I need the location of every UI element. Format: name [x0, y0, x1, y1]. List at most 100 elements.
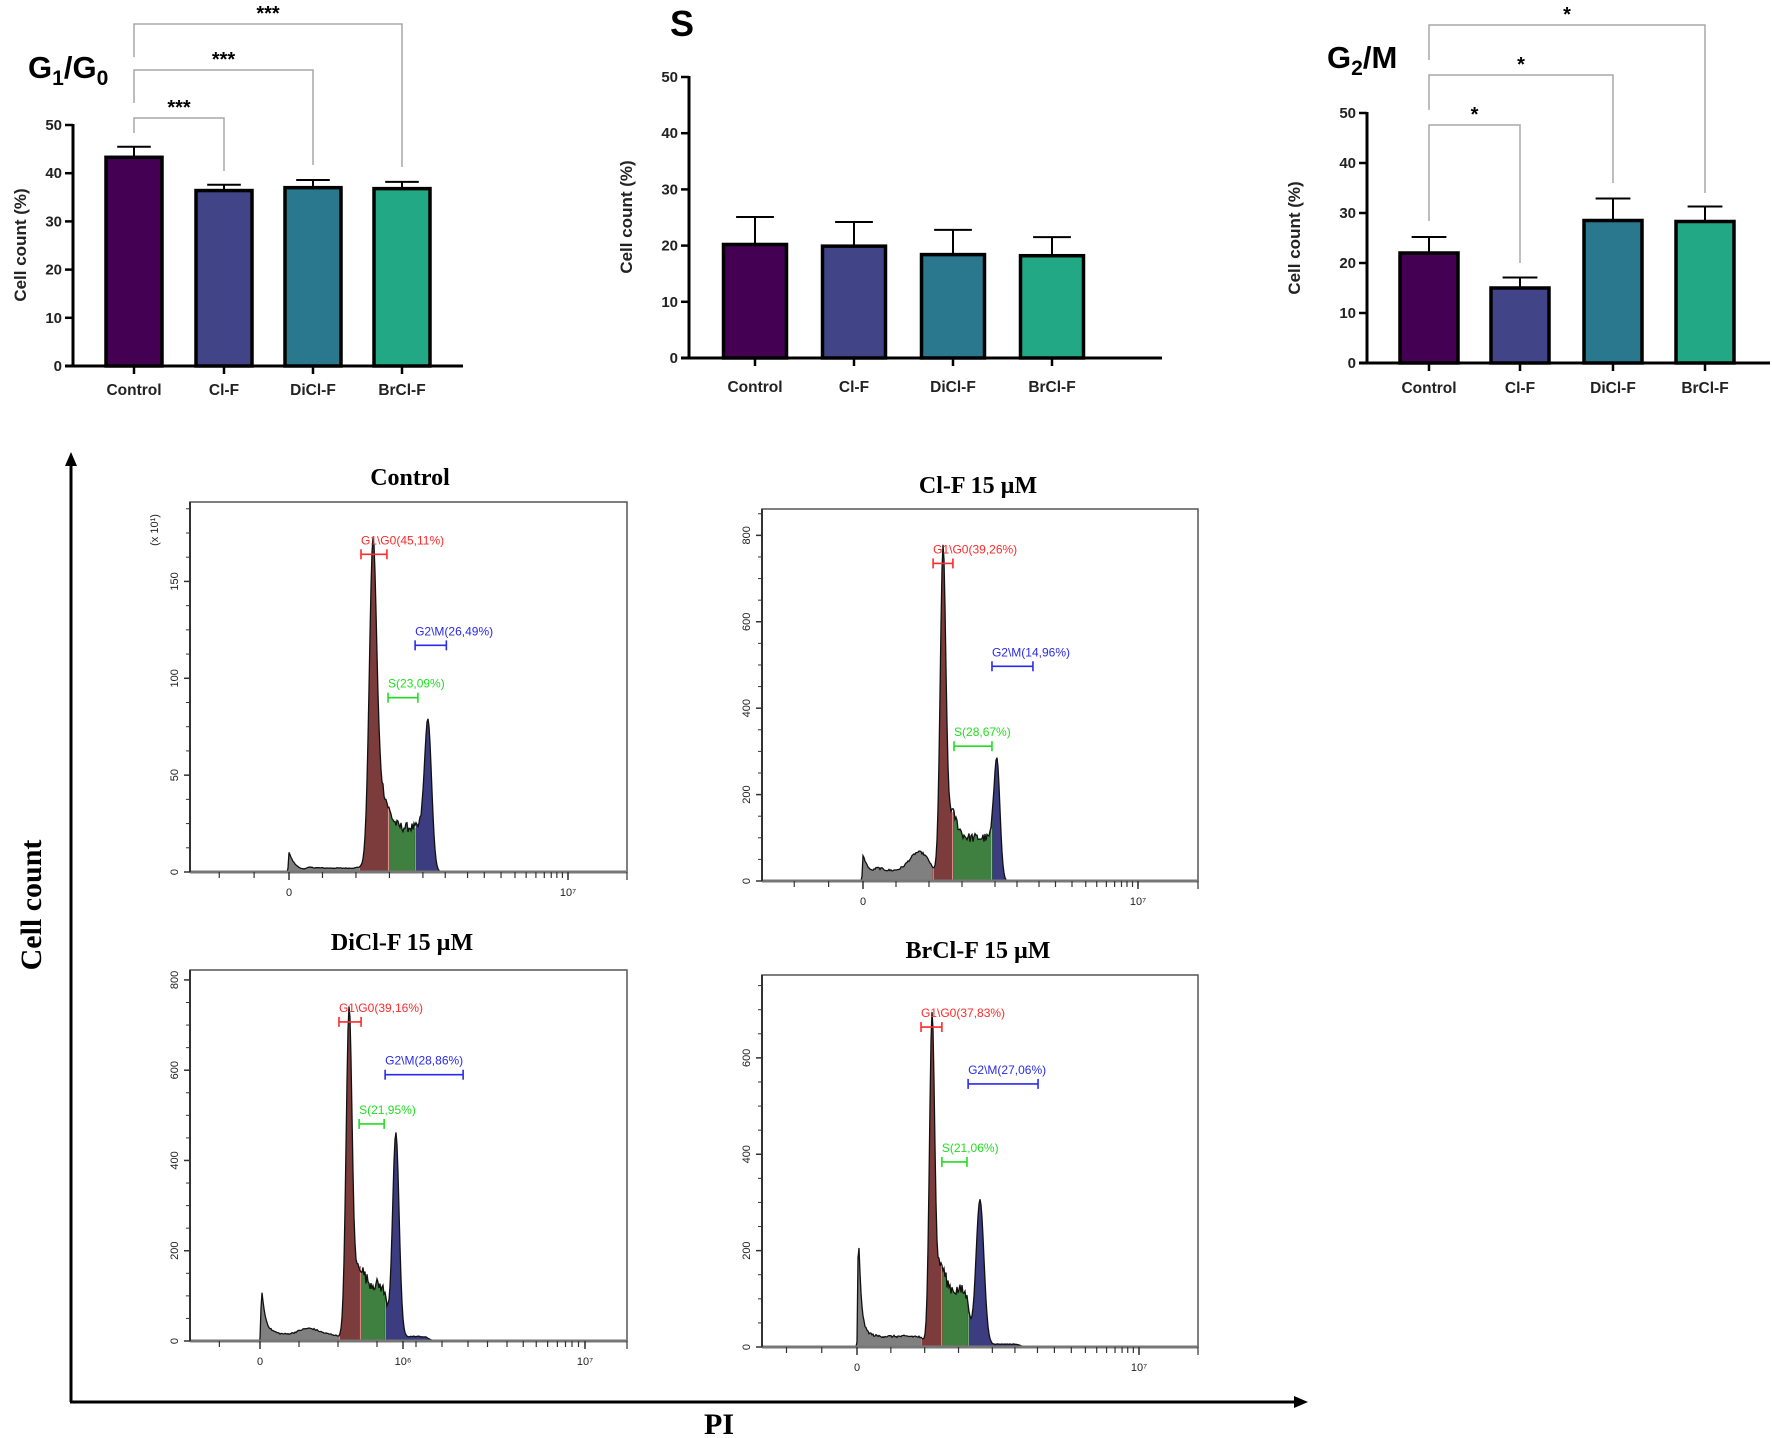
- plot-frame: [761, 508, 1199, 882]
- histogram-title: BrCl-F 15 µM: [906, 938, 1051, 964]
- y-tick-label: 400: [169, 1151, 181, 1169]
- y-axis-label: Cell count (%): [617, 160, 636, 273]
- gate-label: G2\M(14,96%): [992, 645, 1070, 659]
- gate-label: S(23,09%): [388, 677, 445, 691]
- significance-bracket: [133, 117, 225, 171]
- chart-title-part: /M: [1363, 40, 1397, 75]
- y-tick-label: 30: [661, 181, 678, 198]
- y-tick-label: 0: [54, 358, 62, 375]
- outer-x-label: PI: [704, 1408, 734, 1438]
- y-tick-label: 200: [169, 1242, 181, 1260]
- y-axis-label: Cell count (%): [1285, 181, 1304, 294]
- y-tick-label: 40: [45, 165, 62, 182]
- y-tick-label: 200: [741, 1241, 753, 1259]
- bar-control: [1398, 251, 1460, 365]
- x-tick-label: 0: [854, 1362, 860, 1374]
- category-label: Cl-F: [209, 382, 239, 399]
- histogram-title: Cl-F 15 µM: [919, 473, 1037, 499]
- outer-y-arrow-icon: [65, 452, 77, 466]
- category-label: BrCl-F: [1681, 380, 1728, 397]
- region-g2-m: [969, 1199, 1031, 1347]
- category-label: DiCl-F: [1590, 380, 1636, 397]
- y-tick-label: 50: [1339, 105, 1356, 122]
- y-tick-label: 30: [45, 213, 62, 230]
- significance-stars: ***: [212, 49, 236, 71]
- y-tick-label: 400: [741, 699, 753, 717]
- y-tick-label: 0: [670, 350, 678, 367]
- gate-label: S(21,06%): [942, 1141, 999, 1155]
- gate-label: G1\G0(39,26%): [933, 542, 1017, 556]
- y-tick-label: 40: [1339, 155, 1356, 172]
- y-tick-label: 50: [45, 117, 62, 134]
- y-tick-label: 100: [169, 669, 181, 687]
- gate-label: G2\M(28,86%): [385, 1054, 463, 1068]
- category-label: DiCl-F: [930, 379, 976, 396]
- y-tick-label: 50: [661, 69, 678, 86]
- region-g1-g0: [922, 1011, 941, 1347]
- region-s: [953, 808, 991, 881]
- histogram-panel-1: Cl-F 15 µM 0 200 400 600 800 0 10⁷ G1\G0(39,26%)…: [741, 473, 1199, 908]
- chart-title-part: 0: [97, 67, 109, 90]
- y-tick-label: 800: [169, 971, 181, 989]
- y-tick-label: 10: [45, 310, 62, 327]
- y-tick-label: 30: [1339, 205, 1356, 222]
- y-tick-label: 50: [169, 769, 181, 781]
- bar-chart-1: S 0 10 20 30 40 50 Control Cl-F DiCl-F BrCl-F Cell …: [617, 3, 1162, 396]
- category-label: DiCl-F: [290, 382, 336, 399]
- outer-y-label: Cell count: [15, 840, 48, 971]
- plot-frame: [189, 501, 628, 873]
- bar-dicl-f: [283, 185, 343, 368]
- category-label: BrCl-F: [1028, 379, 1075, 396]
- histograms: Control 0 50 100 150 (x 10¹) 0 10⁷ G1\G0(45,11%)…: [149, 465, 1199, 1374]
- gate-label: G1\G0(45,11%): [361, 533, 444, 547]
- bar-cl-f: [194, 188, 254, 368]
- gate-label: G1\G0(37,83%): [921, 1006, 1005, 1020]
- bar-control: [721, 242, 789, 360]
- y-tick-label: 0: [169, 869, 181, 875]
- category-label: BrCl-F: [378, 382, 425, 399]
- region-debris: [763, 851, 933, 881]
- y-axis-label: Cell count (%): [11, 188, 30, 301]
- y-tick-label: 0: [741, 878, 753, 884]
- y-tick-label: 0: [741, 1344, 753, 1350]
- histogram-title: Control: [370, 465, 450, 491]
- bar-cl-f: [820, 244, 888, 360]
- significance-stars: *: [1471, 104, 1479, 126]
- significance-bracket: [1428, 124, 1521, 263]
- significance-stars: ***: [167, 97, 191, 119]
- bar-brcl-f: [1674, 219, 1736, 365]
- x-tick-label: 10⁷: [577, 1356, 593, 1368]
- y-tick-label: 40: [661, 125, 678, 142]
- y-tick-label: 20: [661, 238, 678, 255]
- x-tick-label: 0: [286, 887, 292, 899]
- outer-axes: Cell count PI: [15, 452, 1308, 1438]
- gate-label: S(28,67%): [954, 725, 1011, 739]
- y-tick-label: 600: [169, 1061, 181, 1079]
- chart-title: G1/G0: [28, 50, 108, 90]
- chart-title-part: G: [28, 50, 52, 85]
- bar-brcl-f: [372, 186, 432, 368]
- significance-stars: *: [1517, 54, 1525, 76]
- x-tick-label: 10⁷: [1131, 1362, 1147, 1374]
- y-tick-label: 0: [1348, 355, 1356, 372]
- region-s: [389, 807, 415, 872]
- x-tick-label: 10⁶: [395, 1356, 412, 1368]
- bar-dicl-f: [1582, 218, 1644, 365]
- region-g1-g0: [340, 1006, 360, 1341]
- y-tick-label: 20: [45, 262, 62, 279]
- bar-brcl-f: [1018, 253, 1086, 360]
- histogram-panel-3: BrCl-F 15 µM 0 200 400 600 0 10⁷ G1\G0(37,83%) S…: [741, 938, 1199, 1374]
- bar-chart-2: G2/M * * * 0 10 20 30 40 50 Control Cl-F DiCl-F BrCl-…: [1285, 4, 1770, 397]
- region-s: [361, 1267, 385, 1341]
- bar-cl-f: [1489, 286, 1551, 365]
- significance-stars: *: [1563, 4, 1571, 26]
- y-scale-label: (x 10¹): [149, 514, 161, 546]
- region-g2-m: [386, 1132, 455, 1341]
- bar-dicl-f: [919, 252, 987, 360]
- plot-frame: [189, 969, 628, 1342]
- significance-stars: ***: [256, 3, 280, 25]
- x-tick-label: 10⁷: [1130, 896, 1146, 908]
- region-g2-m: [992, 757, 1028, 881]
- chart-title-part: G: [1327, 40, 1351, 75]
